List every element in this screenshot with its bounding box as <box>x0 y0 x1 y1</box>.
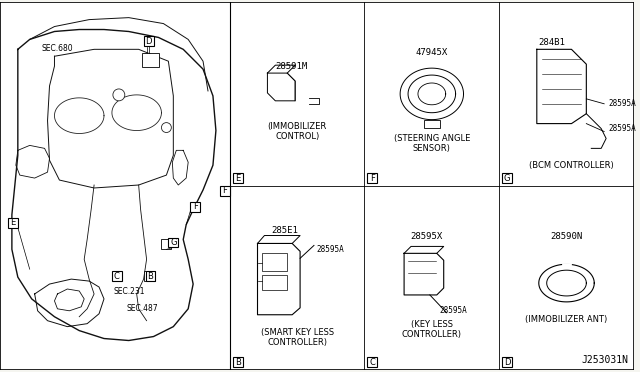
Bar <box>145 271 156 281</box>
Circle shape <box>161 123 172 132</box>
Text: SEC.487: SEC.487 <box>127 304 158 313</box>
Text: SEC.231: SEC.231 <box>114 287 145 296</box>
Bar <box>502 357 512 367</box>
Text: 284B1: 284B1 <box>538 38 565 47</box>
Text: 28595A: 28595A <box>608 99 636 108</box>
Text: 28595A: 28595A <box>316 245 344 254</box>
Bar <box>112 271 122 281</box>
Bar <box>141 53 159 67</box>
Text: 28595A: 28595A <box>440 306 467 315</box>
Text: G: G <box>170 238 177 247</box>
Bar <box>143 271 156 281</box>
Text: F: F <box>193 202 198 211</box>
Bar <box>190 202 200 212</box>
Text: C: C <box>114 272 120 280</box>
Bar <box>168 237 179 247</box>
Text: F: F <box>222 186 227 195</box>
Bar <box>143 36 154 46</box>
Text: D: D <box>145 37 152 46</box>
Text: (KEY LESS
CONTROLLER): (KEY LESS CONTROLLER) <box>402 320 462 339</box>
Text: 28595X: 28595X <box>411 232 443 241</box>
Bar <box>424 120 440 128</box>
Text: 47945X: 47945X <box>416 48 448 57</box>
Text: J253031N: J253031N <box>582 355 629 365</box>
Text: (IMMOBILIZER
CONTROL): (IMMOBILIZER CONTROL) <box>268 122 327 141</box>
Bar <box>502 173 512 183</box>
Bar <box>8 218 18 228</box>
Circle shape <box>113 89 125 101</box>
Text: (STEERING ANGLE
SENSOR): (STEERING ANGLE SENSOR) <box>394 134 470 153</box>
Bar <box>233 357 243 367</box>
Text: (SMART KEY LESS
CONTROLLER): (SMART KEY LESS CONTROLLER) <box>260 328 333 347</box>
Text: B: B <box>148 272 154 280</box>
Bar <box>262 275 287 290</box>
Text: 28591M: 28591M <box>275 62 307 71</box>
Text: 285E1: 285E1 <box>272 226 299 235</box>
Text: E: E <box>235 174 241 183</box>
Text: (BCM CONTROLLER): (BCM CONTROLLER) <box>529 161 614 170</box>
Bar <box>161 240 172 249</box>
Text: C: C <box>369 358 375 367</box>
Text: B: B <box>235 358 241 367</box>
Text: G: G <box>504 174 510 183</box>
Bar <box>262 253 287 271</box>
Text: E: E <box>10 218 15 227</box>
Text: 28595A: 28595A <box>608 124 636 133</box>
Bar <box>220 186 230 196</box>
Bar <box>367 357 378 367</box>
Text: (IMMOBILIZER ANT): (IMMOBILIZER ANT) <box>525 315 607 324</box>
Text: 28590N: 28590N <box>550 232 582 241</box>
Text: F: F <box>370 174 375 183</box>
Text: SEC.680: SEC.680 <box>42 44 73 53</box>
Bar <box>233 173 243 183</box>
Bar <box>367 173 378 183</box>
Text: D: D <box>504 358 510 367</box>
